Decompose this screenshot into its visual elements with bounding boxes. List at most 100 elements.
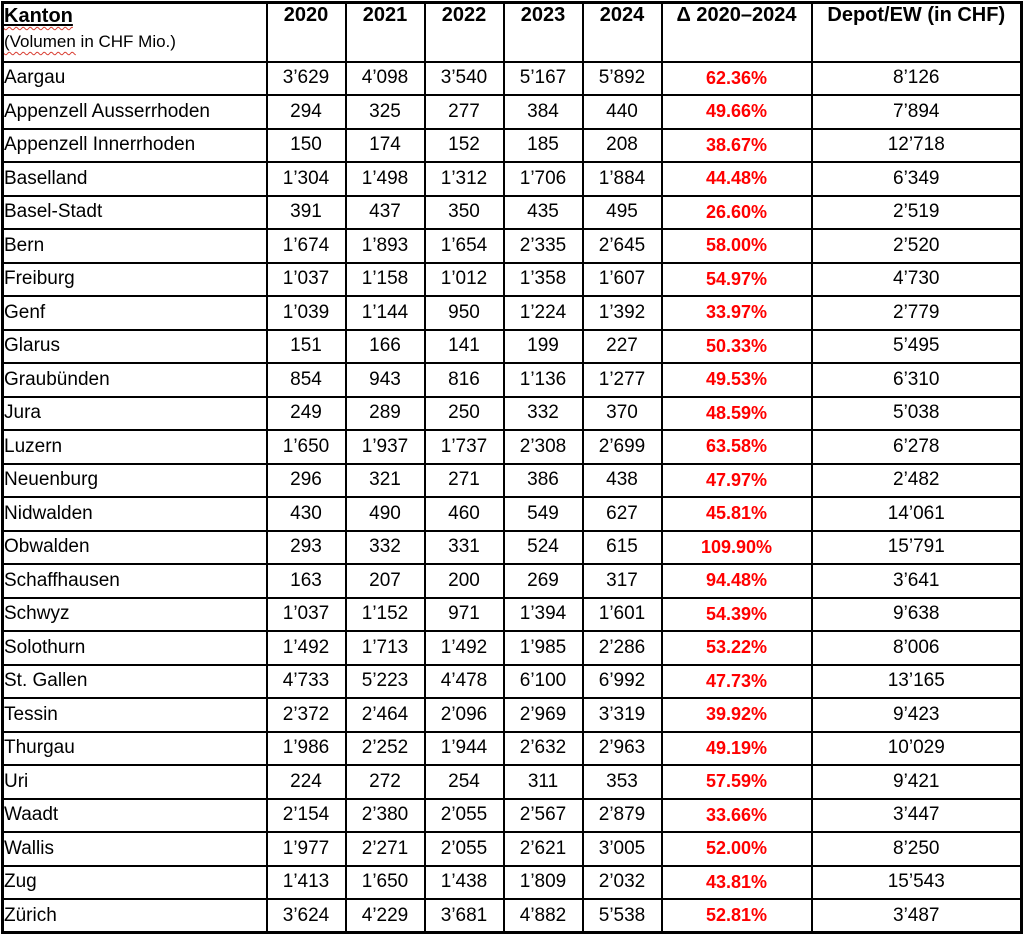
table-row: Jura 249 289 250 332 370 48.59% 5’038 — [1, 395, 1023, 431]
year-column-header-2020: 2020 — [265, 1, 347, 63]
table-row: Aargau 3’629 4’098 3’540 5’167 5’892 62.… — [1, 60, 1023, 96]
year-value-cell: 2’632 — [502, 730, 584, 766]
delta-cell: 54.97% — [660, 261, 813, 297]
table-row: Obwalden 293 332 331 524 615 109.90% 15’… — [1, 529, 1023, 565]
depot-cell: 8’126 — [810, 60, 1023, 96]
year-value-cell: 207 — [344, 563, 426, 599]
year-value-cell: 1’152 — [344, 596, 426, 632]
year-value-cell: 615 — [581, 529, 663, 565]
year-value-cell: 1’601 — [581, 596, 663, 632]
kanton-cell: Nidwalden — [1, 496, 268, 532]
kanton-cell: Graubünden — [1, 362, 268, 398]
delta-cell: 58.00% — [660, 228, 813, 264]
year-value-cell: 311 — [502, 764, 584, 800]
year-value-cell: 2’963 — [581, 730, 663, 766]
year-value-cell: 350 — [423, 194, 505, 230]
year-value-cell: 1’809 — [502, 864, 584, 900]
table-row: Tessin 2’372 2’464 2’096 2’969 3’319 39.… — [1, 697, 1023, 733]
year-value-cell: 1’492 — [423, 630, 505, 666]
year-value-cell: 460 — [423, 496, 505, 532]
year-value-cell: 2’969 — [502, 697, 584, 733]
depot-cell: 2’779 — [810, 295, 1023, 331]
year-value-cell: 2’372 — [265, 697, 347, 733]
depot-cell: 14’061 — [810, 496, 1023, 532]
table-row: Wallis 1’977 2’271 2’055 2’621 3’005 52.… — [1, 831, 1023, 867]
year-value-cell: 430 — [265, 496, 347, 532]
delta-cell: 33.97% — [660, 295, 813, 331]
year-column-header-2022: 2022 — [423, 1, 505, 63]
year-value-cell: 227 — [581, 328, 663, 364]
depot-cell: 9’423 — [810, 697, 1023, 733]
depot-cell: 9’638 — [810, 596, 1023, 632]
year-value-cell: 2’154 — [265, 797, 347, 833]
delta-cell: 33.66% — [660, 797, 813, 833]
year-value-cell: 5’538 — [581, 898, 663, 934]
delta-cell: 62.36% — [660, 60, 813, 96]
year-value-cell: 289 — [344, 395, 426, 431]
depot-cell: 4’730 — [810, 261, 1023, 297]
year-value-cell: 854 — [265, 362, 347, 398]
year-column-header-2024: 2024 — [581, 1, 663, 63]
table-row: Neuenburg 296 321 271 386 438 47.97% 2’4… — [1, 462, 1023, 498]
kanton-cell: Thurgau — [1, 730, 268, 766]
year-value-cell: 950 — [423, 295, 505, 331]
year-value-cell: 1’136 — [502, 362, 584, 398]
year-value-cell: 1’277 — [581, 362, 663, 398]
depot-cell: 2’482 — [810, 462, 1023, 498]
kanton-cell: Bern — [1, 228, 268, 264]
year-value-cell: 296 — [265, 462, 347, 498]
delta-cell: 50.33% — [660, 328, 813, 364]
year-value-cell: 1’674 — [265, 228, 347, 264]
kanton-header-label: Kanton — [4, 5, 73, 27]
kanton-cell: Genf — [1, 295, 268, 331]
year-value-cell: 2’879 — [581, 797, 663, 833]
year-value-cell: 943 — [344, 362, 426, 398]
table-row: Basel-Stadt 391 437 350 435 495 26.60% 2… — [1, 194, 1023, 230]
delta-cell: 47.97% — [660, 462, 813, 498]
year-value-cell: 1’304 — [265, 161, 347, 197]
table-body: Aargau 3’629 4’098 3’540 5’167 5’892 62.… — [1, 60, 1023, 934]
year-value-cell: 437 — [344, 194, 426, 230]
kanton-cell: Glarus — [1, 328, 268, 364]
year-value-cell: 4’098 — [344, 60, 426, 96]
year-value-cell: 277 — [423, 94, 505, 130]
year-column-header-2021: 2021 — [344, 1, 426, 63]
year-value-cell: 4’733 — [265, 663, 347, 699]
depot-cell: 12’718 — [810, 127, 1023, 163]
delta-cell: 54.39% — [660, 596, 813, 632]
year-value-cell: 332 — [344, 529, 426, 565]
depot-column-header: Depot/EW (in CHF) — [810, 1, 1023, 63]
kanton-cell: Schwyz — [1, 596, 268, 632]
kanton-cell: Schaffhausen — [1, 563, 268, 599]
year-value-cell: 294 — [265, 94, 347, 130]
year-value-cell: 440 — [581, 94, 663, 130]
delta-cell: 38.67% — [660, 127, 813, 163]
year-value-cell: 152 — [423, 127, 505, 163]
year-value-cell: 1’944 — [423, 730, 505, 766]
year-value-cell: 1’392 — [581, 295, 663, 331]
delta-column-header: Δ 2020–2024 — [660, 1, 813, 63]
table-row: Nidwalden 430 490 460 549 627 45.81% 14’… — [1, 496, 1023, 532]
year-value-cell: 1’706 — [502, 161, 584, 197]
table-row: Luzern 1’650 1’937 1’737 2’308 2’699 63.… — [1, 429, 1023, 465]
header-row: Kanton (Volumen in CHF Mio.) 2020 2021 2… — [1, 1, 1023, 63]
year-value-cell: 1’037 — [265, 261, 347, 297]
year-value-cell: 272 — [344, 764, 426, 800]
table-row: Zürich 3’624 4’229 3’681 4’882 5’538 52.… — [1, 898, 1023, 934]
year-value-cell: 1’492 — [265, 630, 347, 666]
depot-cell: 3’447 — [810, 797, 1023, 833]
year-value-cell: 2’032 — [581, 864, 663, 900]
depot-cell: 3’641 — [810, 563, 1023, 599]
year-value-cell: 1’037 — [265, 596, 347, 632]
depot-cell: 5’495 — [810, 328, 1023, 364]
year-value-cell: 1’012 — [423, 261, 505, 297]
depot-cell: 9’421 — [810, 764, 1023, 800]
year-value-cell: 2’055 — [423, 831, 505, 867]
depot-cell: 6’278 — [810, 429, 1023, 465]
year-value-cell: 438 — [581, 462, 663, 498]
year-value-cell: 163 — [265, 563, 347, 599]
kanton-cell: Uri — [1, 764, 268, 800]
depot-cell: 8’250 — [810, 831, 1023, 867]
kanton-cell: Freiburg — [1, 261, 268, 297]
year-value-cell: 250 — [423, 395, 505, 431]
